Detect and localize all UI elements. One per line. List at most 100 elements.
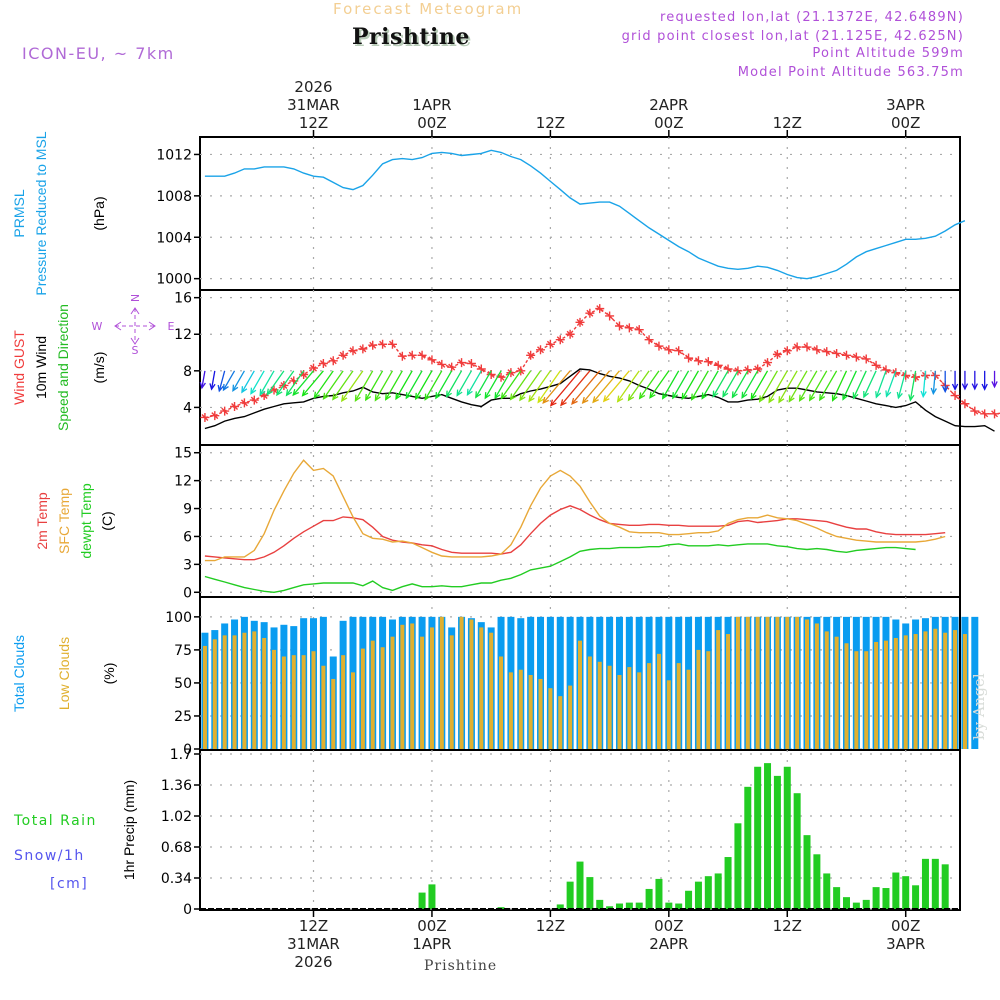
bar-low-clouds (578, 640, 582, 749)
wind-arrow-head (250, 387, 257, 395)
bar-total-rain (685, 890, 693, 909)
wind-arrow (852, 370, 867, 399)
wind-arrow-head (819, 393, 826, 402)
wind-arrow-head (301, 389, 309, 397)
bar-total-rain (556, 904, 564, 909)
gust-marker (674, 346, 684, 356)
wind-arrow (712, 370, 729, 397)
bar-low-clouds (410, 623, 415, 749)
wind-arrow (571, 370, 601, 405)
bar-low-clouds (518, 669, 523, 749)
gust-marker (634, 325, 644, 335)
gust-marker (466, 359, 476, 369)
wind-arrow (885, 370, 897, 397)
gust-marker (832, 348, 842, 358)
bar-total-rain (842, 897, 850, 909)
bar-total-rain (675, 903, 683, 909)
bar-total-rain (872, 887, 880, 909)
city-title: Prishtine (352, 24, 470, 50)
wind-arrow-head (930, 387, 937, 396)
wind-arrow-head (484, 392, 491, 400)
panel-wind: 4 8 12 16 Wind GUST 10m Wind Speed and Directi… (11, 289, 1000, 446)
bar-low-clouds (824, 631, 829, 749)
wind-arrow-head (259, 388, 266, 397)
y-tick-label: 100 (165, 610, 192, 626)
gust-marker (743, 365, 753, 375)
wind-arrow (537, 370, 561, 403)
bar-low-clouds (923, 631, 928, 749)
bar-total-rain (586, 877, 594, 909)
bar-total-rain (418, 892, 426, 909)
wind-arrow (395, 370, 413, 400)
gust-marker (387, 339, 397, 349)
watermark: by Angel (970, 673, 988, 740)
gust-marker (624, 323, 634, 333)
wind-arrow-head (758, 395, 766, 403)
gust-marker (950, 391, 960, 401)
panel-clouds: 0 25 50 75 100 Total Clouds Low Clouds (%) (11, 596, 979, 758)
wind-arrow (809, 370, 828, 401)
y-tick-label: 9 (183, 502, 192, 518)
bar-low-clouds (597, 661, 602, 749)
bar-low-clouds (558, 696, 563, 749)
wind-arrow-head (424, 393, 431, 401)
wind-arrow-head (808, 394, 816, 402)
wind-arrow (435, 370, 453, 399)
bar-total-rain (892, 872, 900, 909)
bar-low-clouds (666, 680, 671, 749)
gust-marker (980, 409, 990, 419)
panel-label-wind-1: 10m Wind (33, 336, 49, 399)
bottom-time-label: 3APR (886, 935, 925, 953)
wind-arrow-head (731, 391, 738, 399)
bar-low-clouds (400, 624, 405, 749)
gust-marker (713, 360, 723, 370)
wind-arrow (222, 370, 236, 391)
wind-arrow-head (405, 392, 412, 400)
bar-low-clouds (696, 649, 701, 749)
y-tick-label: 0.34 (161, 871, 192, 887)
wind-arrow-head (494, 392, 501, 400)
bar-total-rain (576, 861, 584, 909)
wind-arrow (603, 370, 630, 402)
wind-arrow (385, 370, 403, 400)
bar-low-clouds (528, 675, 533, 749)
bar-total-rain (694, 881, 702, 909)
grid-point-coords: grid point closest lon,lat (21.125E, 42.… (621, 29, 964, 44)
panel-label-temperature-0: 2m Temp (34, 492, 50, 550)
bar-low-clouds (755, 616, 760, 749)
wind-arrow-head (690, 393, 698, 401)
wind-arrow (250, 370, 265, 394)
wind-arrow-head (616, 395, 624, 403)
wind-arrow (456, 370, 472, 396)
gust-marker (822, 347, 832, 357)
wind-arrow-head (292, 388, 299, 397)
wind-arrow (354, 370, 374, 402)
gust-marker (338, 350, 348, 360)
y-tick-label: 6 (183, 529, 192, 545)
bar-low-clouds (568, 685, 573, 749)
bar-low-clouds (676, 663, 681, 749)
bar-low-clouds (242, 632, 247, 749)
wind-arrow-head (365, 393, 372, 402)
gust-marker (753, 364, 763, 374)
bar-low-clouds (864, 651, 869, 749)
wind-arrow (681, 370, 700, 400)
wind-arrow-head (863, 391, 869, 399)
bar-total-rain (764, 763, 772, 909)
bar-low-clouds (548, 688, 553, 749)
wind-arrow (374, 370, 394, 401)
bar-low-clouds (834, 636, 839, 749)
bar-low-clouds (262, 638, 267, 749)
bar-total-rain (566, 881, 574, 909)
y-tick-label: 50 (174, 676, 192, 692)
wind-arrow (528, 370, 551, 402)
wind-arrow-head (395, 392, 402, 401)
wind-arrow-head (920, 390, 927, 399)
wind-arrow-head (592, 396, 599, 404)
wind-arrow (341, 370, 364, 402)
bar-total-rain (625, 902, 633, 909)
compass-e: E (168, 320, 175, 333)
gust-marker (990, 409, 1000, 419)
wind-arrow (494, 370, 512, 399)
panel-precip: 0 0.34 0.68 1.02 1.36 1.7 1hr Precip (mm) Total… (13, 747, 961, 918)
